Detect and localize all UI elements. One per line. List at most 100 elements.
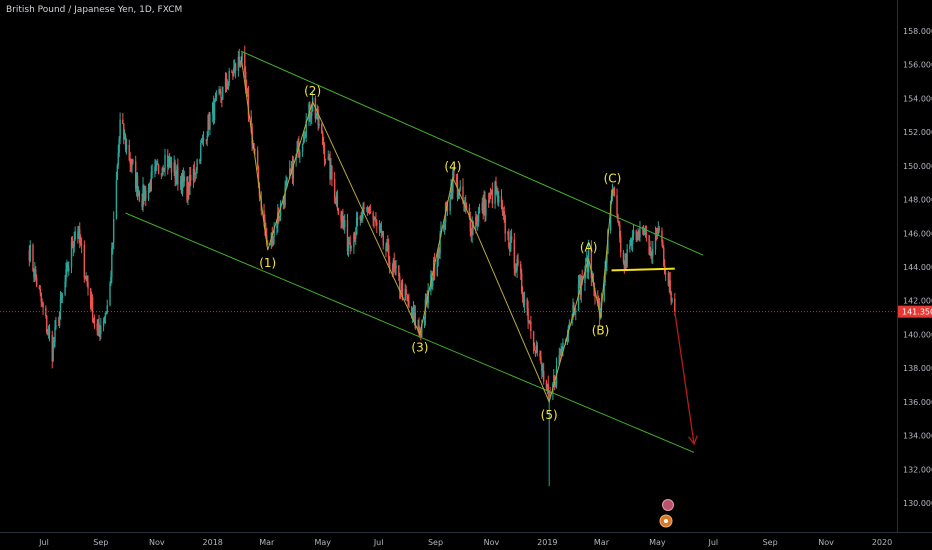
candle-body: [476, 216, 478, 223]
candle-body: [112, 219, 115, 243]
candle-body: [132, 160, 134, 162]
candle-body: [652, 249, 654, 257]
candle-body: [436, 259, 439, 276]
candle-body: [278, 216, 281, 219]
x-tick-label: Jul: [38, 538, 49, 547]
candle-body: [457, 195, 460, 198]
candle-body: [128, 144, 130, 160]
candle-body: [468, 207, 471, 218]
x-tick-label: Sep: [763, 538, 778, 547]
candle-body: [245, 72, 247, 87]
candle-body: [46, 332, 49, 334]
candle-body: [315, 117, 318, 119]
channel-lower-line: [125, 212, 695, 453]
candle-body: [145, 190, 147, 200]
candle-body: [553, 375, 555, 384]
candle-body: [497, 190, 499, 203]
candle-body: [437, 249, 439, 260]
candle-body: [405, 289, 407, 294]
candle-body: [455, 178, 458, 182]
candle-body: [401, 282, 404, 301]
candle-body: [285, 182, 287, 187]
candle-body: [167, 154, 169, 168]
candle-body: [250, 116, 252, 127]
candle-body: [341, 216, 343, 221]
candle-body: [586, 257, 589, 273]
candle-body: [155, 165, 157, 167]
candle-body: [617, 214, 619, 223]
candle-body: [65, 269, 67, 282]
candle-body: [304, 136, 307, 139]
candle-body: [87, 281, 89, 289]
candle-body: [603, 282, 605, 301]
candle-body: [129, 159, 131, 164]
candle-body: [488, 192, 491, 203]
wave-label: (1): [259, 256, 276, 270]
candle-body: [404, 289, 406, 301]
candle-body: [97, 322, 99, 331]
candle-body: [618, 222, 620, 225]
candle-body: [366, 207, 369, 209]
candle-body: [346, 219, 349, 252]
x-tick-label: Sep: [428, 538, 443, 547]
candle-body: [668, 280, 670, 286]
candle-body: [213, 99, 216, 121]
candle-body: [32, 244, 34, 271]
candle-body: [450, 183, 452, 200]
candle-body: [529, 321, 531, 323]
candle-body: [78, 229, 80, 239]
candle-body: [130, 163, 132, 166]
candle-body: [449, 199, 451, 211]
candle-body: [446, 203, 449, 211]
candle-body: [375, 218, 377, 223]
candle-body: [68, 267, 70, 272]
candle-body: [540, 356, 542, 363]
x-tick-label: May: [314, 538, 331, 547]
candle-body: [559, 355, 561, 356]
candle-body: [333, 178, 336, 199]
candle-body: [593, 282, 595, 297]
candle-body: [514, 268, 516, 272]
candle-body: [283, 200, 285, 205]
candle-body: [411, 308, 414, 316]
candle-body: [494, 181, 496, 204]
candle-body: [432, 277, 434, 287]
candle-body: [212, 103, 214, 115]
candle-body: [144, 190, 146, 201]
candle-body: [342, 216, 344, 223]
candle-body: [382, 231, 384, 246]
candle-body: [35, 277, 38, 287]
candle-body: [151, 171, 153, 173]
candle-body: [214, 98, 217, 100]
candle-body: [329, 157, 331, 180]
candle-body: [637, 231, 639, 234]
y-tick-label: 154.000: [903, 94, 932, 103]
candle-body: [257, 166, 260, 184]
candle-body: [642, 226, 644, 228]
x-tick-label: Nov: [149, 538, 165, 547]
candle-body: [200, 142, 202, 162]
x-tick-label: Jul: [707, 538, 718, 547]
y-tick-label: 148.000: [903, 196, 932, 205]
candle-body: [98, 322, 100, 329]
candle-body: [183, 176, 185, 182]
x-tick-label: May: [649, 538, 666, 547]
candle-body: [469, 217, 472, 232]
candle-body: [609, 201, 612, 231]
candle-body: [350, 246, 352, 249]
candle-body: [362, 206, 364, 211]
candle-body: [451, 183, 453, 193]
candle-body: [465, 206, 468, 208]
candle-body: [182, 174, 185, 182]
candle-body: [253, 143, 255, 149]
candle-body: [542, 370, 545, 382]
candle-body: [226, 87, 229, 89]
candle-body: [123, 123, 125, 140]
candle-body: [163, 169, 165, 171]
candle-body: [507, 231, 509, 234]
candle-body: [408, 300, 410, 307]
candle-body: [355, 217, 358, 235]
candle-body: [160, 173, 163, 175]
candle-body: [386, 243, 388, 252]
